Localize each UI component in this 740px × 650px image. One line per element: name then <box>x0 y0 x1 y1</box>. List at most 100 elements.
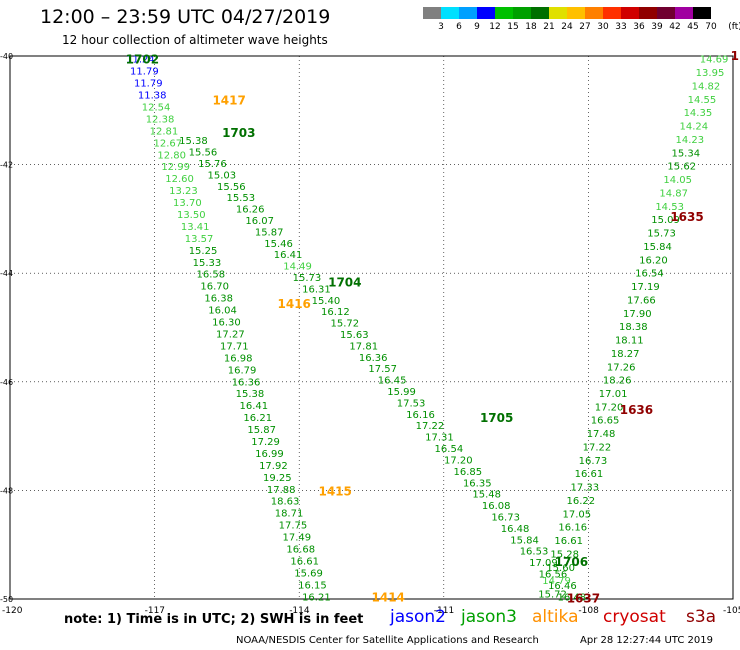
wave-height-value: 15.84 <box>510 535 539 546</box>
wave-height-value: 15.72 <box>538 590 567 601</box>
pass-label: 1637 <box>567 591 600 605</box>
color-swatch <box>603 7 621 19</box>
color-swatch <box>531 7 549 19</box>
color-swatch <box>441 7 459 19</box>
latitude-tick-label: -40 <box>0 52 13 61</box>
color-scale-label: 70 <box>705 22 717 32</box>
color-swatch <box>477 7 495 19</box>
color-swatch <box>585 7 603 19</box>
wave-height-value: 16.56 <box>539 569 568 580</box>
wave-height-value: 17.57 <box>368 364 397 375</box>
wave-height-value: 14.55 <box>688 95 717 106</box>
color-scale-label: 39 <box>651 22 663 32</box>
wave-height-value: 15.40 <box>312 296 341 307</box>
wave-height-value: 16.21 <box>243 413 272 424</box>
wave-height-value: 16.41 <box>240 401 269 412</box>
wave-height-value: 17.66 <box>627 295 656 306</box>
wave-height-value: 16.98 <box>224 353 253 364</box>
wave-height-value: 16.53 <box>520 547 549 558</box>
wave-height-value: 16.36 <box>359 353 388 364</box>
pass-label: 1635 <box>670 210 703 224</box>
pass-label: 1705 <box>480 411 513 425</box>
wave-height-value: 17.09 <box>529 558 558 569</box>
wave-height-value: 17.71 <box>220 341 249 352</box>
wave-height-value: 13.41 <box>181 222 210 233</box>
wave-height-value: 15.56 <box>217 182 246 193</box>
wave-height-value: 12.38 <box>146 114 175 125</box>
wave-height-value: 11.24 <box>126 55 155 66</box>
color-scale-label: 12 <box>489 22 501 32</box>
wave-height-value: 15.46 <box>264 239 293 250</box>
wave-height-value: 16.35 <box>463 478 492 489</box>
pass-label: 1636 <box>620 403 653 417</box>
wave-height-value: 14.53 <box>655 202 684 213</box>
pass-label: 1417 <box>212 93 245 107</box>
longitude-tick-label: -108 <box>578 606 599 616</box>
wave-height-value: 16.07 <box>245 216 274 227</box>
footer-note: note: 1) Time is in UTC; 2) SWH is in fe… <box>64 612 364 627</box>
pass-label: 1415 <box>318 484 351 498</box>
wave-height-value: 17.22 <box>416 421 445 432</box>
wave-height-value: 16.61 <box>290 556 319 567</box>
color-scale-label: 6 <box>456 22 462 32</box>
wave-height-value: 17.26 <box>607 362 636 373</box>
wave-height-value: 15.72 <box>331 319 360 330</box>
wave-height-value: 13.70 <box>173 198 202 209</box>
wave-height-value: 15.63 <box>340 330 369 341</box>
wave-height-value: 16.73 <box>579 456 608 467</box>
wave-height-value: 15.76 <box>198 159 227 170</box>
color-swatch <box>423 7 441 19</box>
pass-label: 1416 <box>278 297 311 311</box>
color-swatch <box>657 7 675 19</box>
wave-height-value: 16.70 <box>200 282 229 293</box>
wave-height-value: 17.31 <box>425 433 454 444</box>
wave-height-value: 12.80 <box>157 150 186 161</box>
color-scale-label: 15 <box>507 22 519 32</box>
wave-height-value: 13.57 <box>185 234 214 245</box>
satellite-legend-item: jason2 <box>390 607 446 627</box>
wave-height-value: 16.26 <box>236 205 265 216</box>
wave-height-value: 17.20 <box>595 402 624 413</box>
wave-height-value: 16.48 <box>501 524 530 535</box>
wave-height-value: 11.38 <box>138 91 167 102</box>
wave-height-value: 16.20 <box>639 255 668 266</box>
latitude-tick-label: -50 <box>0 595 13 604</box>
color-swatch <box>675 7 693 19</box>
color-swatch <box>693 7 711 19</box>
color-swatch <box>567 7 585 19</box>
pass-label: 1703 <box>222 126 255 140</box>
wave-height-value: 15.09 <box>651 215 680 226</box>
wave-height-value: 16.15 <box>298 580 327 591</box>
wave-height-value: 17.53 <box>397 398 426 409</box>
wave-height-value: 15.99 <box>387 387 416 398</box>
color-swatch <box>621 7 639 19</box>
wave-height-value: 15.69 <box>294 568 323 579</box>
wave-height-value: 16.31 <box>302 284 331 295</box>
wave-height-value: 14.87 <box>659 188 688 199</box>
wave-height-value: 14.23 <box>675 135 704 146</box>
pass-label: 1704 <box>328 275 361 289</box>
wave-height-value: 16.22 <box>567 496 596 507</box>
wave-height-value: 15.60 <box>546 563 575 574</box>
wave-height-value: 16.21 <box>302 592 331 603</box>
wave-height-value: 18.71 <box>275 509 304 520</box>
wave-height-value: 19.25 <box>263 473 292 484</box>
wave-height-value: 15.38 <box>179 136 208 147</box>
wave-height-value: 16.16 <box>406 410 435 421</box>
wave-height-value: 15.53 <box>226 193 255 204</box>
page-subtitle: 12 hour collection of altimeter wave hei… <box>62 33 328 47</box>
longitude-tick-label: -120 <box>2 606 23 616</box>
wave-height-value: 15.73 <box>647 229 676 240</box>
wave-height-value: 16.08 <box>482 501 511 512</box>
wave-height-value: 15.34 <box>671 148 700 159</box>
latitude-tick-label: -46 <box>0 378 13 387</box>
pass-label: 1702 <box>126 53 159 67</box>
wave-height-value: 14.79 <box>542 576 571 587</box>
wave-height-value: 16.04 <box>208 306 237 317</box>
wave-height-value: 18.27 <box>611 349 640 360</box>
wave-height-value: 15.87 <box>255 227 284 238</box>
color-swatch <box>639 7 657 19</box>
wave-height-value: 11.79 <box>130 67 159 78</box>
